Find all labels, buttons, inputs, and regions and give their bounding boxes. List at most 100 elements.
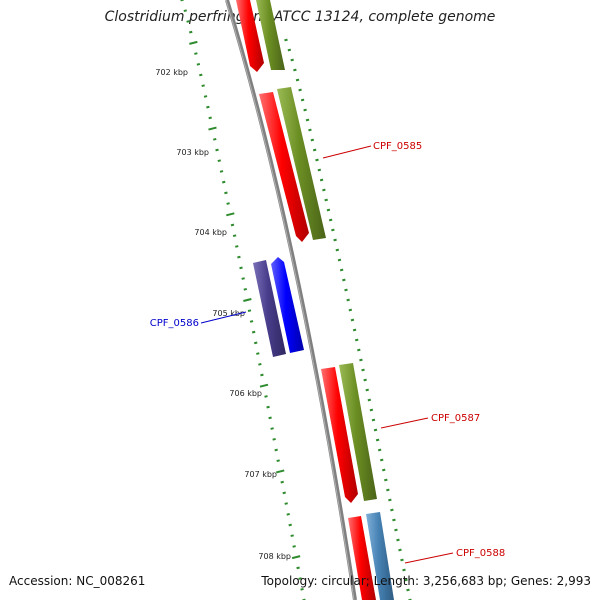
genome-backbone-highlight — [225, 0, 355, 600]
scale-tick-minor — [186, 20, 190, 23]
outer-tick-minor — [300, 98, 305, 102]
outer-tick-minor — [290, 58, 294, 62]
outer-tick-minor — [365, 388, 369, 392]
scale-tick-minor — [239, 266, 243, 270]
scale-tick-minor — [272, 437, 276, 441]
gene-cpf-0588[interactable] — [348, 512, 394, 600]
outer-tick-minor — [406, 588, 410, 592]
outer-tick-minor — [326, 208, 331, 212]
scale-tick-minor — [256, 352, 260, 355]
scale-tick-minor — [270, 427, 274, 430]
scale-tick-minor — [232, 234, 237, 238]
scale-label-702: 702 kbp — [155, 68, 188, 77]
scale-tick-minor — [253, 341, 258, 345]
scale-tick-minor — [286, 512, 290, 516]
scale-tick-minor — [274, 448, 278, 452]
cds-olive-partial-top — [256, 0, 285, 70]
scale-tick-minor — [217, 159, 222, 163]
accession-text: Accession: NC_008261 — [9, 574, 146, 588]
scale-tick-minor — [230, 223, 235, 227]
scale-tick-minor — [189, 30, 193, 34]
scale-tick-minor — [208, 116, 212, 120]
gene-cpf-0586[interactable] — [253, 257, 304, 357]
outer-tick-minor — [377, 448, 382, 452]
scale-tick-minor — [235, 245, 239, 248]
scale-tick-minor — [196, 62, 201, 66]
gene-label-cpf-0585[interactable]: CPF_0585 — [373, 141, 422, 152]
scale-tick-minor — [282, 491, 286, 495]
scale-tick-minor — [296, 566, 300, 570]
outer-tick-minor — [396, 538, 400, 542]
outer-tick-minor — [295, 78, 300, 82]
outer-tick-minor — [384, 478, 388, 482]
outer-tick-minor — [315, 158, 319, 162]
scale-label-707: 707 kbp — [244, 470, 277, 479]
scale-tick-major — [189, 40, 198, 45]
scale-tick-minor — [266, 405, 270, 409]
outer-tick-minor — [322, 188, 326, 192]
outer-tick-minor — [379, 458, 384, 462]
scale-tick-major — [226, 212, 235, 217]
gene-label-cpf-0587[interactable]: CPF_0587 — [431, 413, 480, 424]
scale-label-704: 704 kbp — [194, 228, 227, 237]
scale-tick-minor — [288, 523, 292, 527]
cds-cpf-0586-reverse — [271, 257, 304, 353]
scale-tick-minor — [264, 395, 268, 398]
scale-label-705: 705 kbp — [212, 309, 245, 318]
gene-label-cpf-0588[interactable]: CPF_0588 — [456, 548, 505, 559]
scale-tick-minor — [203, 95, 208, 98]
outer-tick-minor — [357, 348, 361, 352]
scale-tick-minor — [276, 459, 280, 463]
outer-tick-minor — [333, 238, 337, 242]
callout-line-cpf-0588 — [404, 552, 454, 564]
scale-tick-minor — [194, 52, 198, 55]
cds-cpf-0587-forward — [321, 367, 358, 503]
outer-tick-minor — [404, 578, 408, 582]
gene-label-cpf-0586[interactable]: CPF_0586 — [150, 318, 199, 329]
scale-tick-minor — [290, 534, 294, 538]
scale-tick-minor — [241, 277, 245, 280]
callout-line-cpf-0587 — [380, 417, 429, 429]
outer-tick-minor — [335, 248, 340, 252]
scale-tick-minor — [300, 587, 304, 591]
outer-tick-minor — [359, 358, 363, 362]
outer-tick-minor — [392, 518, 396, 522]
outer-tick-minor — [386, 488, 390, 492]
map-title: Clostridium perfringens ATCC 13124, comp… — [104, 9, 496, 25]
outer-tick-minor — [293, 68, 297, 72]
outer-tick-minor — [361, 368, 365, 372]
genome-backbone — [225, 0, 357, 600]
gene-cpf-0585[interactable] — [259, 87, 326, 242]
outer-tick-minor — [331, 228, 335, 232]
outer-tick-minor — [375, 438, 380, 442]
scale-tick-minor — [237, 255, 241, 259]
scale-tick-minor — [213, 137, 217, 141]
outer-tick-minor — [317, 168, 322, 172]
outer-tick-minor — [398, 548, 402, 552]
outer-tick-minor — [390, 508, 394, 512]
cds-cpf-0587-olive — [339, 363, 377, 501]
scale-tick-minor — [258, 362, 262, 366]
cds-cpf-0585-forward — [259, 92, 309, 242]
outer-tick-minor — [350, 318, 355, 322]
scale-tick-major — [243, 298, 252, 302]
scale-tick-minor — [243, 287, 248, 291]
outer-tick-minor — [344, 288, 348, 292]
outer-tick-minor — [303, 108, 307, 112]
outer-tick-minor — [310, 138, 315, 142]
outer-tick-minor — [287, 48, 292, 52]
outer-tick-minor — [328, 218, 333, 222]
scale-tick-minor — [224, 191, 228, 195]
outer-tick-minor — [382, 468, 386, 472]
scale-tick-minor — [284, 502, 288, 505]
outer-tick-minor — [324, 198, 328, 202]
scale-tick-minor — [292, 545, 296, 548]
callout-line-cpf-0585 — [322, 145, 372, 159]
cds-cpf-0586-navy — [253, 260, 286, 357]
outer-tick-minor — [319, 178, 324, 182]
scale-tick-minor — [251, 330, 256, 334]
scale-tick-minor — [221, 180, 226, 184]
gene-cpf-0587[interactable] — [321, 363, 377, 503]
